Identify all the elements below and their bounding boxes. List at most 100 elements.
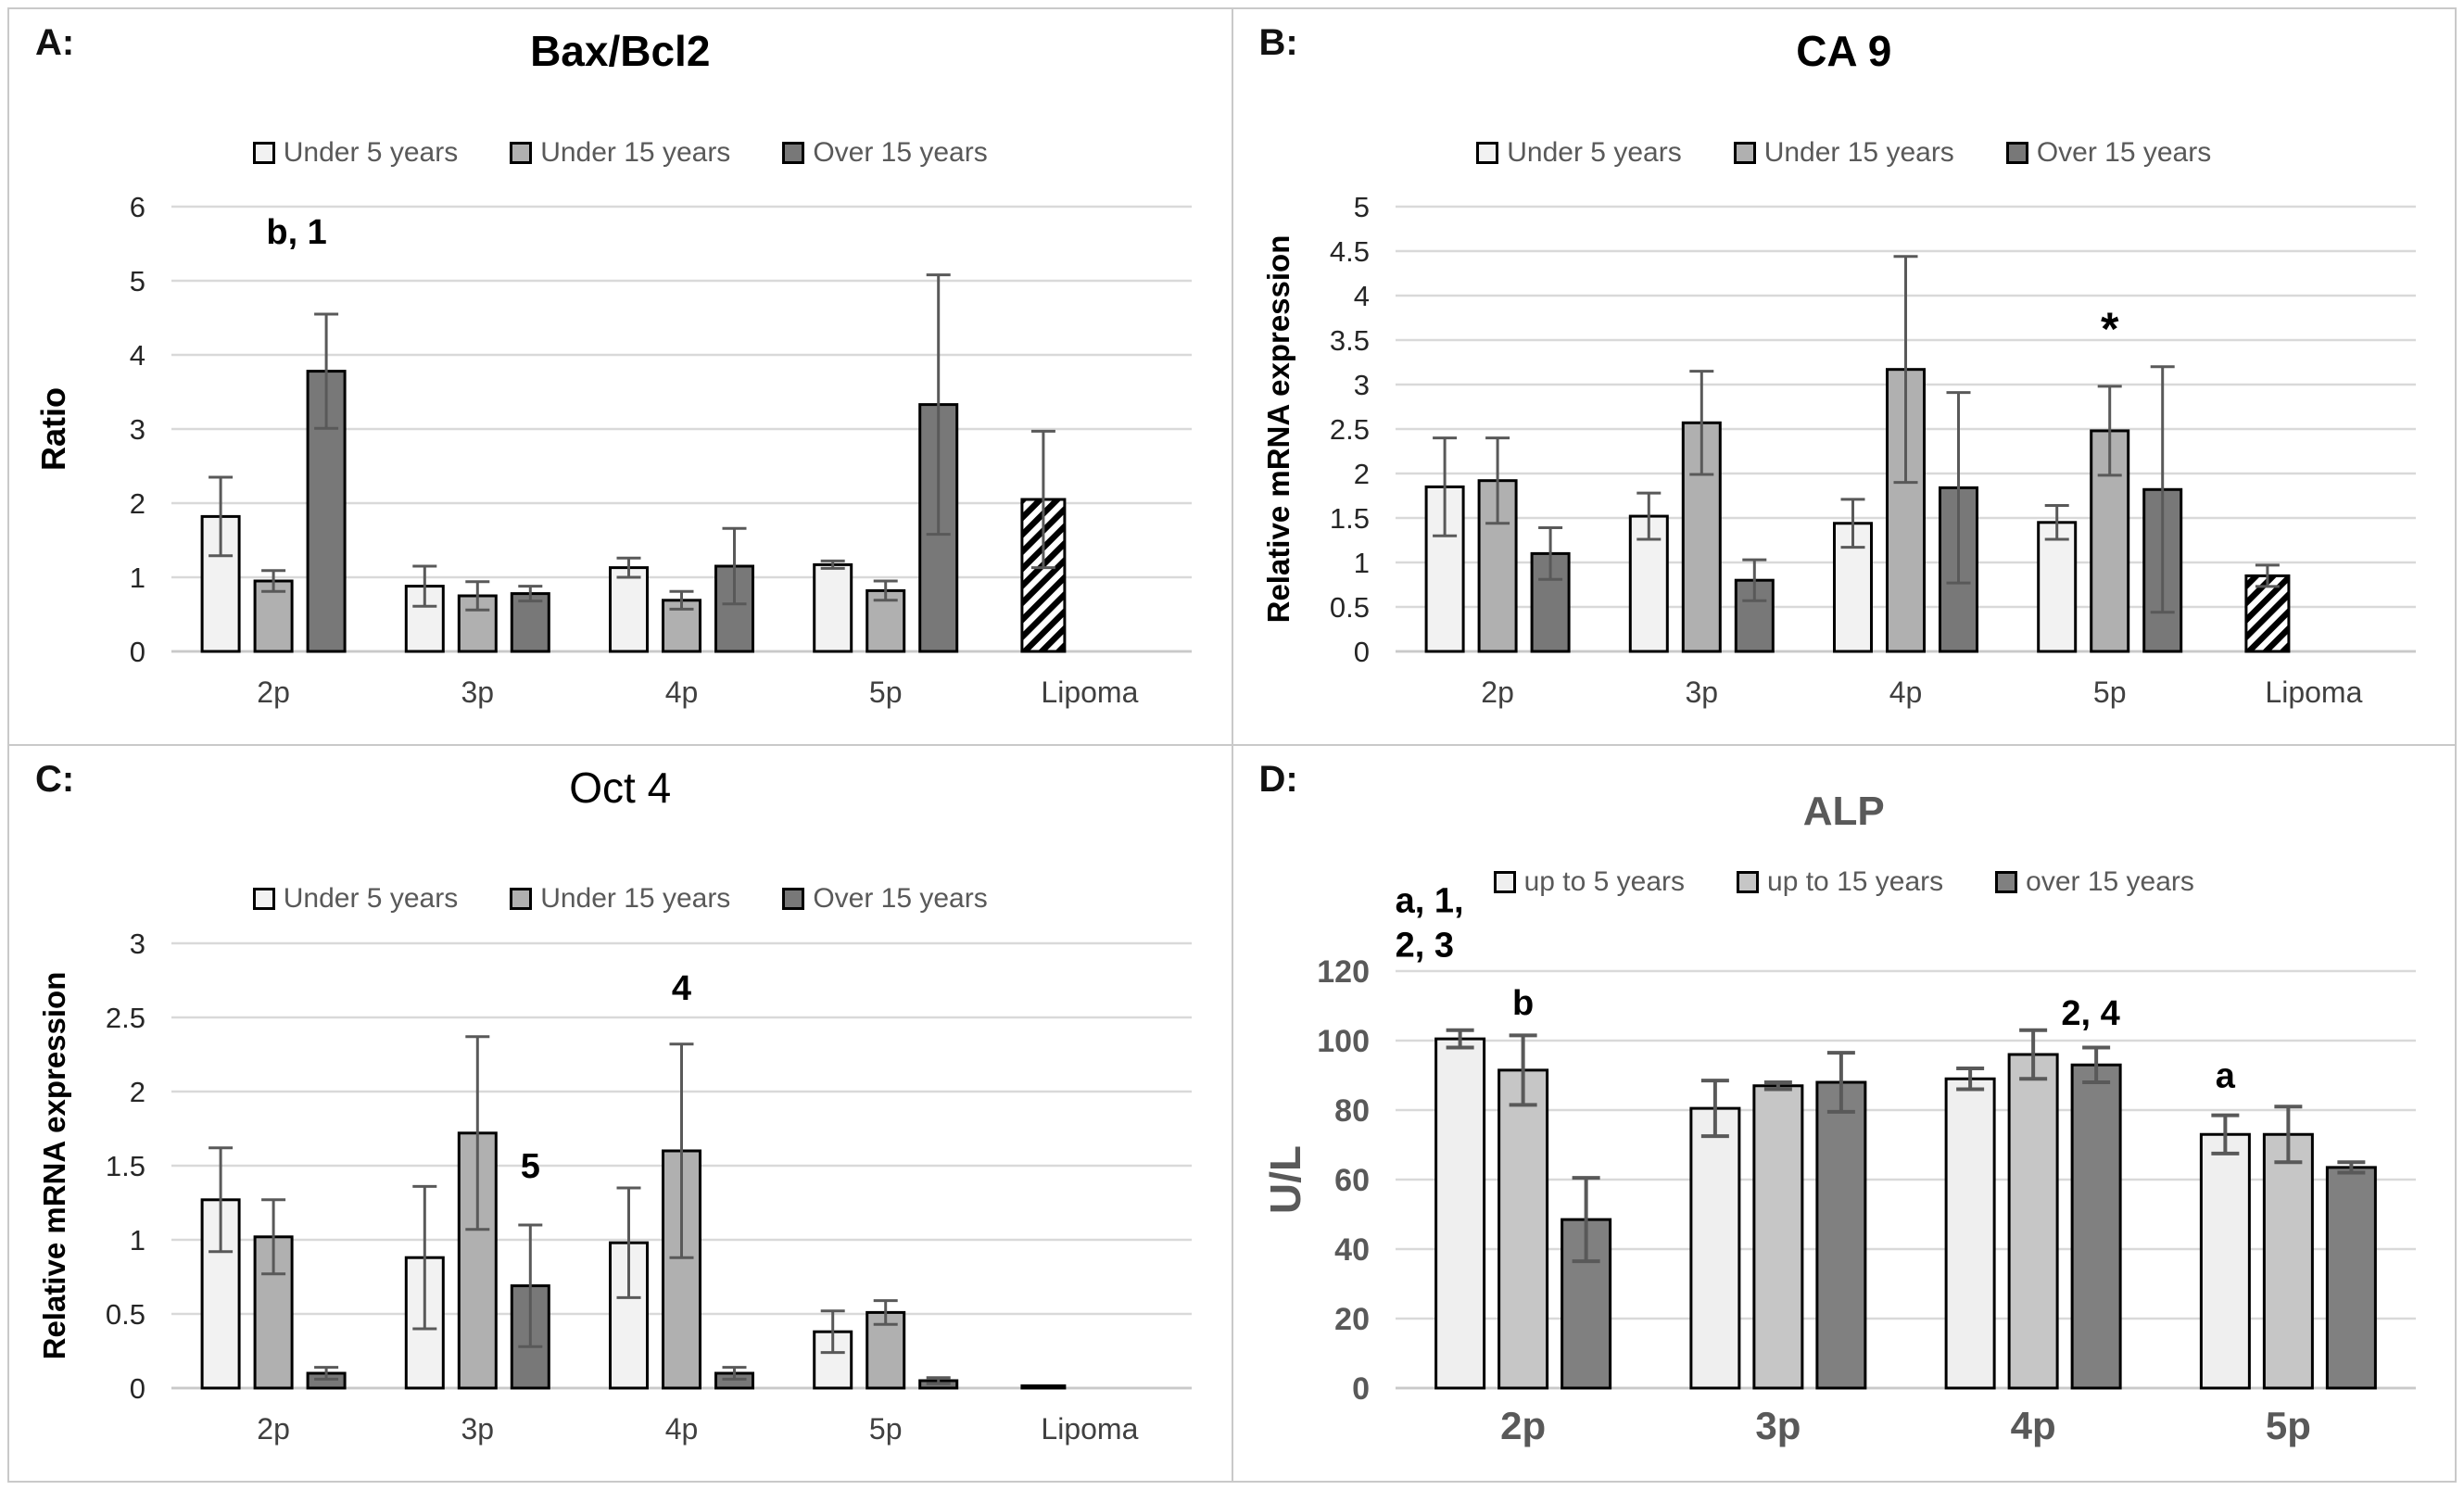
y-tick-label: 2 [130, 1076, 145, 1108]
significance-annotation: 4 [672, 969, 691, 1008]
legend-marker-icon [1737, 871, 1760, 893]
bar-4p-s0 [609, 566, 649, 653]
y-tick-label: 0 [1352, 1371, 1370, 1407]
legend-entry: over 15 years [1995, 866, 2194, 898]
y-tick-label: 0 [130, 1372, 145, 1405]
bar-2p-s0 [1434, 1037, 1485, 1390]
y-tick-label: 1 [130, 562, 145, 594]
y-tick-label: 3 [130, 413, 145, 446]
bar-3p-s0 [404, 585, 445, 653]
legend-label: Under 15 years [540, 137, 731, 168]
y-tick-label: 5 [1353, 191, 1369, 223]
y-tick-label: 60 [1334, 1163, 1370, 1198]
panel-label-b: B: [1258, 22, 1298, 63]
legend-marker-icon [252, 888, 275, 910]
legend-entry: Under 5 years [1476, 137, 1682, 169]
legend-entry: Under 5 years [252, 137, 459, 169]
legend-marker-icon [2005, 142, 2028, 164]
legend-a: Under 5 years Under 15 years Over 15 years [9, 137, 1232, 169]
legend-label: up to 15 years [1767, 866, 1944, 897]
x-category-label: 3p [1685, 676, 1718, 709]
legend-marker-icon [1493, 871, 1516, 893]
y-tick-label: 2.5 [106, 1002, 145, 1034]
x-category-label: 5p [2265, 1404, 2310, 1447]
legend-label: Under 5 years [1507, 137, 1682, 168]
chart-title-oct4: Oct 4 [569, 764, 672, 812]
bar-2p-s1 [253, 1235, 294, 1390]
legend-label: over 15 years [2026, 866, 2194, 897]
legend-label: up to 5 years [1523, 866, 1686, 897]
x-category-label: Lipoma [1041, 1412, 1138, 1446]
x-category-label: Lipoma [2265, 676, 2362, 709]
legend-label: Over 15 years [813, 883, 988, 914]
x-category-label: 2p [1481, 676, 1514, 709]
y-axis-title: Relative mRNA expression [37, 972, 71, 1360]
y-axis-title: Relative mRNA expression [1261, 235, 1295, 624]
panel-c: C: Oct 4 Under 5 years Under 15 years Over… [9, 746, 1232, 1481]
bar-3p-s0 [1688, 1106, 1740, 1390]
panel-label-a: A: [35, 22, 75, 63]
y-tick-label: 0.5 [1329, 591, 1369, 624]
legend-entry: Under 15 years [510, 137, 730, 169]
bar-5p-s0 [2199, 1132, 2251, 1390]
x-category-label: 2p [257, 1412, 290, 1446]
legend-entry: Over 15 years [2005, 137, 2211, 169]
y-tick-label: 3 [1353, 369, 1369, 401]
y-tick-label: 1.5 [106, 1150, 145, 1182]
y-tick-label: 3 [130, 928, 145, 960]
bar-4p-s1 [2007, 1053, 2059, 1390]
ca9-chart: 0 0.5 1 1.5 2 2.5 3 3.5 4 4.5 5 Relative mRNA expre… [1261, 191, 2416, 709]
panel-d: D: ALP up to 5 years up to 15 years over 1… [1232, 746, 2456, 1481]
legend-entry: up to 15 years [1737, 866, 1943, 898]
bax-bcl2-chart: 0 1 2 3 4 5 6 Ratio 2p 3p 4p 5p Lipoma b, 1 [34, 191, 1192, 709]
significance-annotation: 5 [521, 1147, 540, 1186]
significance-annotation: b, 1 [266, 213, 326, 252]
x-category-label: 4p [1889, 676, 1922, 709]
y-tick-label: 20 [1334, 1302, 1370, 1337]
bar-4p-s2 [2070, 1063, 2122, 1390]
bar-3p-s2 [510, 592, 550, 653]
panel-grid: A: Bax/Bcl2 Under 5 years Under 15 years O… [7, 7, 2457, 1483]
legend-label: Under 15 years [1763, 137, 1954, 168]
y-tick-label: 1 [130, 1224, 145, 1256]
legend-entry: Under 5 years [252, 883, 458, 915]
legend-c: Under 5 years Under 15 years Over 15 years [9, 883, 1232, 915]
oct4-chart: 0 0.5 1 1.5 2 2.5 3 Relative mRNA expression 2p 3… [37, 928, 1192, 1446]
y-tick-label: 1 [1353, 547, 1369, 579]
x-category-label: 4p [665, 1412, 699, 1446]
legend-entry: Over 15 years [782, 883, 988, 915]
bar-4p-s0 [609, 1241, 649, 1390]
legend-entry: Under 15 years [1733, 137, 1954, 169]
y-tick-label: 1.5 [1329, 502, 1369, 535]
alp-chart: 0 20 40 60 80 100 120 U/L 2p 3p 4p 5p a, 1, 2, 3 b 2, 4… [1261, 883, 2416, 1447]
bar-2p-s0 [200, 514, 241, 653]
y-tick-label: 3.5 [1329, 324, 1369, 357]
y-axis-title: Ratio [34, 387, 72, 471]
legend-d: up to 5 years up to 15 years over 15 years [1233, 866, 2456, 898]
bar-5p-s0 [2036, 521, 2077, 653]
bar-2p-s1 [1497, 1068, 1548, 1390]
legend-label: Under 5 years [283, 137, 459, 168]
x-category-label: Lipoma [1041, 676, 1138, 709]
y-tick-label: 80 [1334, 1093, 1370, 1129]
y-tick-label: 0.5 [106, 1298, 145, 1331]
x-category-label: 2p [257, 676, 290, 709]
legend-entry: up to 5 years [1493, 866, 1686, 898]
y-tick-label: 5 [130, 265, 145, 297]
bar-4p-s0 [1944, 1077, 1996, 1390]
y-tick-label: 120 [1317, 954, 1370, 990]
legend-marker-icon [252, 142, 275, 164]
x-category-label: 2p [1500, 1404, 1546, 1447]
x-category-label: 3p [1755, 1404, 1801, 1447]
significance-annotation: b [1512, 984, 1534, 1023]
panel-label-d: D: [1258, 759, 1298, 800]
lipoma-bar [2243, 574, 2290, 653]
bar-3p-s1 [1751, 1084, 1803, 1390]
legend-label: Over 15 years [813, 137, 988, 168]
panel-a: A: Bax/Bcl2 Under 5 years Under 15 years O… [9, 9, 1232, 744]
legend-entry: Under 15 years [510, 883, 730, 915]
y-tick-label: 100 [1317, 1024, 1370, 1059]
chart-title-bax-bcl2: Bax/Bcl2 [530, 27, 711, 75]
x-category-label: 4p [665, 676, 699, 709]
